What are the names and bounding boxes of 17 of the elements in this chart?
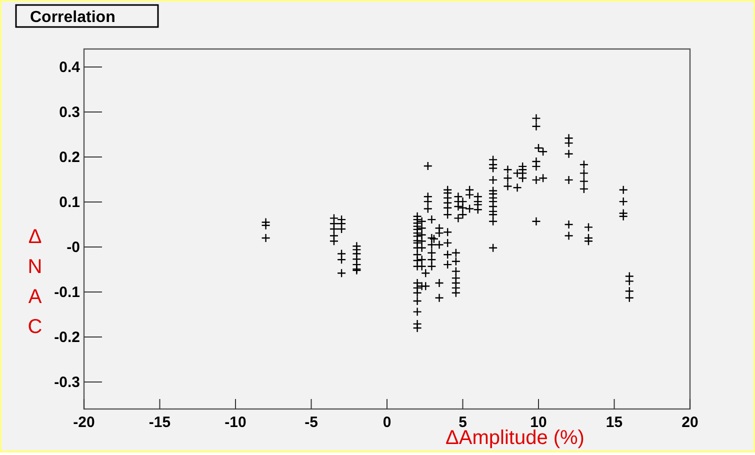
x-tick-label: -5 bbox=[304, 414, 318, 431]
y-tick-label: -0.1 bbox=[54, 284, 80, 301]
y-tick-label: 0.4 bbox=[59, 59, 81, 76]
y-tick-label: -0 bbox=[66, 239, 80, 256]
y-tick-label: 0.3 bbox=[59, 104, 80, 121]
x-tick-label: 20 bbox=[682, 414, 698, 431]
x-tick-label: 15 bbox=[606, 414, 623, 431]
y-tick-label: 0.1 bbox=[59, 194, 80, 211]
chart-title: Correlation bbox=[30, 9, 116, 26]
y-tick-label: -0.2 bbox=[54, 329, 80, 346]
y-tick-label: -0.3 bbox=[54, 374, 80, 391]
y-axis-title: ΔNAC bbox=[28, 226, 42, 338]
y-tick-label: 0.2 bbox=[59, 149, 80, 166]
x-tick-label: -10 bbox=[224, 414, 246, 431]
x-tick-label: -15 bbox=[148, 414, 171, 431]
x-tick-label: -20 bbox=[73, 414, 95, 431]
x-tick-label: 0 bbox=[382, 414, 392, 431]
